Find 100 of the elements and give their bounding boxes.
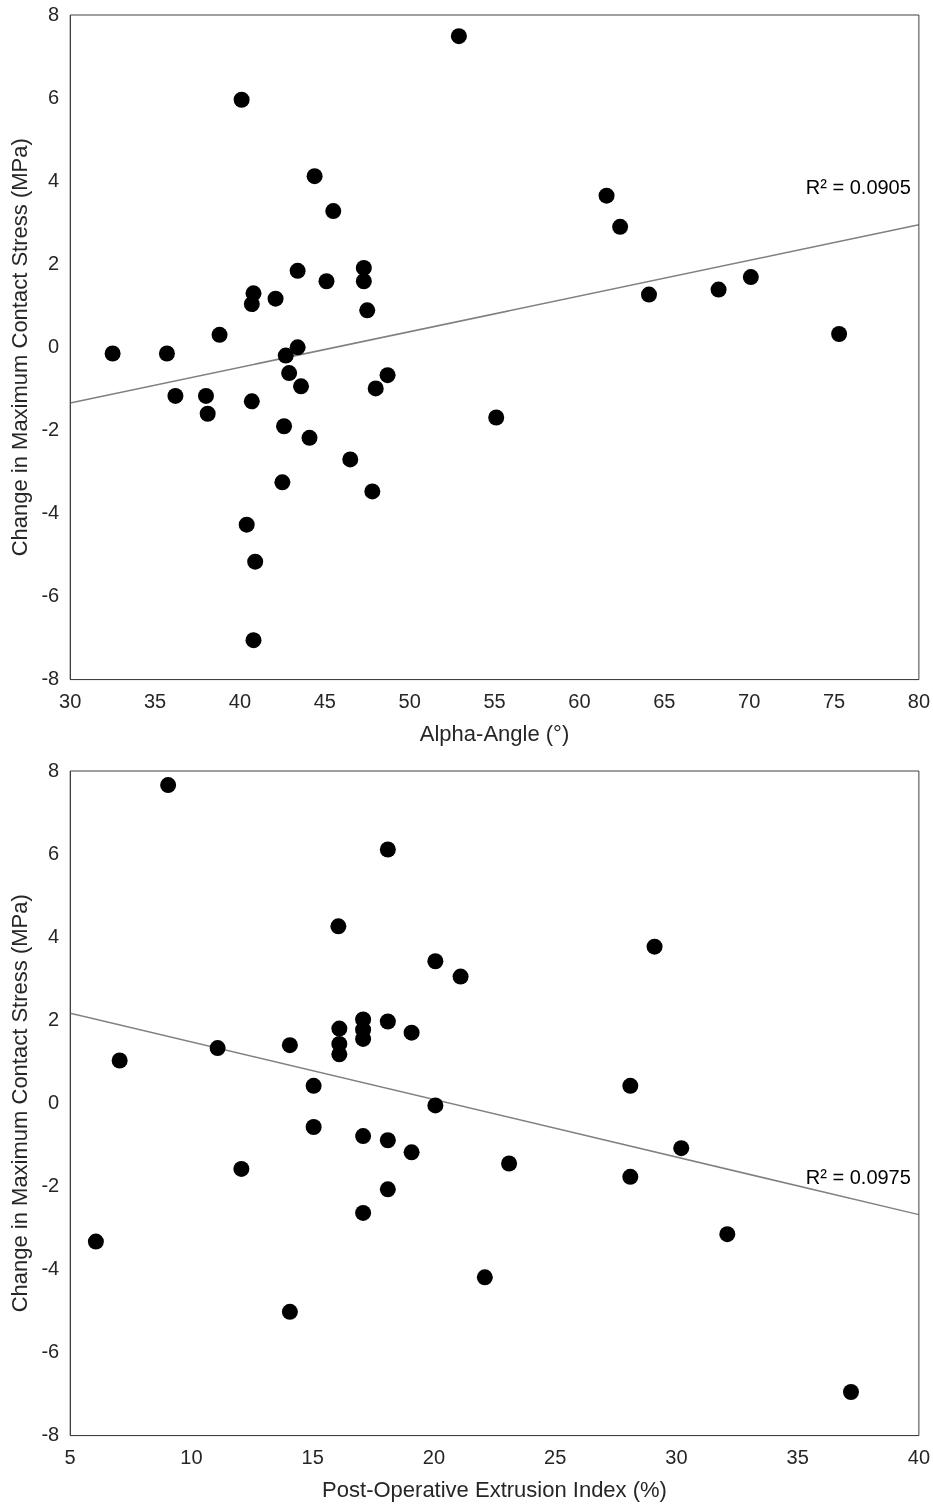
- point: [293, 378, 310, 395]
- y-tick-label: 0: [48, 334, 60, 357]
- point: [842, 1383, 859, 1400]
- x-tick-label: 75: [822, 690, 846, 713]
- point: [355, 1128, 372, 1145]
- point: [379, 841, 396, 858]
- point: [318, 273, 335, 290]
- y-tick-label: 0: [48, 1090, 60, 1113]
- y-axis-title: Change in Maximum Contact Stress (MPa): [7, 894, 33, 1313]
- point: [403, 1024, 420, 1041]
- point: [379, 1181, 396, 1198]
- x-axis-title: Alpha-Angle (°): [419, 720, 570, 746]
- point: [367, 380, 384, 397]
- point: [209, 1040, 226, 1057]
- point: [640, 286, 657, 303]
- point: [199, 405, 216, 422]
- annotation: R² = 0.0905: [805, 176, 911, 199]
- y-tick-label: -8: [41, 1423, 60, 1446]
- point: [305, 1118, 322, 1135]
- x-tick-label: 30: [665, 1446, 688, 1469]
- point: [167, 387, 184, 404]
- point: [452, 968, 469, 985]
- point: [104, 345, 121, 362]
- point: [719, 1226, 736, 1243]
- point: [160, 777, 177, 794]
- x-tick-label: 70: [738, 690, 761, 713]
- x-tick-label: 40: [228, 690, 252, 713]
- y-tick-label: -8: [41, 667, 60, 690]
- point: [646, 938, 663, 955]
- point: [364, 483, 381, 500]
- y-tick-label: 2: [48, 1007, 60, 1030]
- point: [488, 409, 505, 426]
- x-tick-label: 50: [398, 690, 421, 713]
- point: [673, 1140, 690, 1157]
- point: [379, 1013, 396, 1030]
- point: [211, 326, 228, 343]
- point: [238, 516, 255, 533]
- point: [87, 1233, 104, 1250]
- point: [379, 367, 396, 384]
- point: [111, 1052, 128, 1069]
- point: [501, 1155, 518, 1172]
- point: [276, 418, 293, 435]
- point: [403, 1144, 420, 1161]
- y-tick-label: 8: [48, 2, 60, 25]
- x-tick-label: 55: [483, 690, 506, 713]
- point: [476, 1269, 493, 1286]
- y-tick-label: 4: [48, 924, 60, 947]
- x-tick-label: 15: [301, 1446, 324, 1469]
- point: [247, 553, 264, 570]
- x-tick-label: 5: [64, 1446, 76, 1469]
- x-tick-label: 35: [143, 690, 167, 713]
- point: [331, 1020, 348, 1037]
- x-tick-label: 40: [907, 1446, 930, 1469]
- x-tick-label: 25: [544, 1446, 567, 1469]
- y-tick-label: -2: [41, 417, 60, 440]
- point: [277, 347, 294, 364]
- point: [243, 393, 260, 410]
- point: [197, 387, 214, 404]
- y-tick-label: -6: [41, 584, 60, 607]
- point: [245, 632, 262, 649]
- x-tick-label: 30: [59, 690, 82, 713]
- point: [325, 203, 342, 220]
- point: [622, 1077, 639, 1094]
- point: [281, 1303, 298, 1320]
- x-tick-label: 45: [313, 690, 336, 713]
- y-tick-label: -4: [41, 500, 60, 523]
- y-tick-label: 2: [48, 251, 60, 274]
- point: [598, 187, 615, 204]
- point: [355, 259, 372, 276]
- point: [831, 326, 848, 343]
- point: [427, 1097, 444, 1114]
- point: [355, 273, 372, 290]
- y-tick-label: 8: [48, 758, 60, 781]
- x-tick-label: 20: [422, 1446, 446, 1469]
- point: [355, 1204, 372, 1221]
- point: [301, 429, 318, 446]
- point: [289, 339, 306, 356]
- y-tick-label: -2: [41, 1173, 60, 1196]
- point: [622, 1168, 639, 1185]
- point: [742, 269, 759, 286]
- point: [612, 218, 629, 235]
- x-tick-label: 65: [653, 690, 676, 713]
- point: [379, 1132, 396, 1149]
- annotation: R² = 0.0975: [805, 1166, 911, 1189]
- point: [710, 281, 727, 298]
- x-tick-label: 10: [180, 1446, 203, 1469]
- y-tick-label: 6: [48, 85, 60, 108]
- point: [245, 285, 262, 302]
- point: [427, 953, 444, 970]
- point: [267, 290, 284, 307]
- y-tick-label: 4: [48, 168, 60, 191]
- point: [330, 918, 347, 935]
- y-tick-label: 6: [48, 841, 60, 864]
- x-tick-label: 60: [568, 690, 591, 713]
- point: [305, 1077, 322, 1094]
- y-tick-label: -6: [41, 1340, 60, 1363]
- point: [342, 451, 359, 468]
- point: [274, 474, 291, 491]
- x-tick-label: 35: [786, 1446, 809, 1469]
- x-axis-title: Post-Operative Extrusion Index (%): [322, 1476, 667, 1502]
